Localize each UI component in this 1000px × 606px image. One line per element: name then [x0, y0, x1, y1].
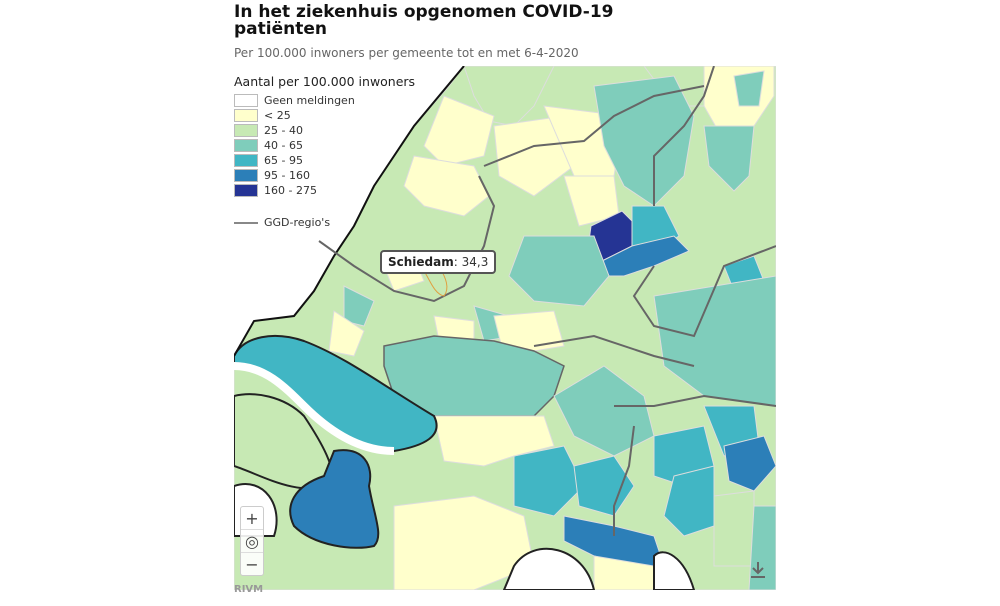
legend-boundary: GGD-regio's [234, 216, 415, 229]
zoom-controls: + ◎ − [240, 506, 264, 576]
map-legend: Aantal per 100.000 inwoners Geen melding… [234, 74, 415, 229]
legend-swatch [234, 184, 258, 197]
legend-item: 65 - 95 [234, 153, 415, 168]
zoom-out-button[interactable]: − [245, 554, 259, 574]
legend-swatch [234, 109, 258, 122]
download-button[interactable] [748, 560, 768, 580]
zoom-in-button[interactable]: + [241, 507, 263, 530]
page-title: In het ziekenhuis opgenomen COVID-19 pat… [234, 2, 614, 39]
page-subtitle: Per 100.000 inwoners per gemeente tot en… [234, 46, 579, 60]
legend-item: 25 - 40 [234, 123, 415, 138]
legend-item: Geen meldingen [234, 93, 415, 108]
legend-swatch [234, 124, 258, 137]
credit-label: RIVM [234, 584, 264, 595]
legend-swatch [234, 94, 258, 107]
legend-item: 40 - 65 [234, 138, 415, 153]
choropleth-map[interactable] [234, 66, 776, 590]
legend-item: 160 - 275 [234, 183, 415, 198]
download-icon [751, 562, 765, 578]
locate-button[interactable]: ◎ [241, 530, 263, 553]
legend-swatch [234, 154, 258, 167]
boundary-line-icon [234, 221, 258, 224]
legend-title: Aantal per 100.000 inwoners [234, 74, 416, 89]
legend-item: 95 - 160 [234, 168, 415, 183]
legend-swatch [234, 169, 258, 182]
legend-item: < 25 [234, 108, 415, 123]
tooltip-name: Schiedam [388, 255, 454, 269]
tooltip-value: : 34,3 [453, 255, 489, 269]
map-tooltip: Schiedam: 34,3 [380, 250, 497, 274]
map-canvas[interactable] [234, 66, 776, 590]
legend-swatch [234, 139, 258, 152]
